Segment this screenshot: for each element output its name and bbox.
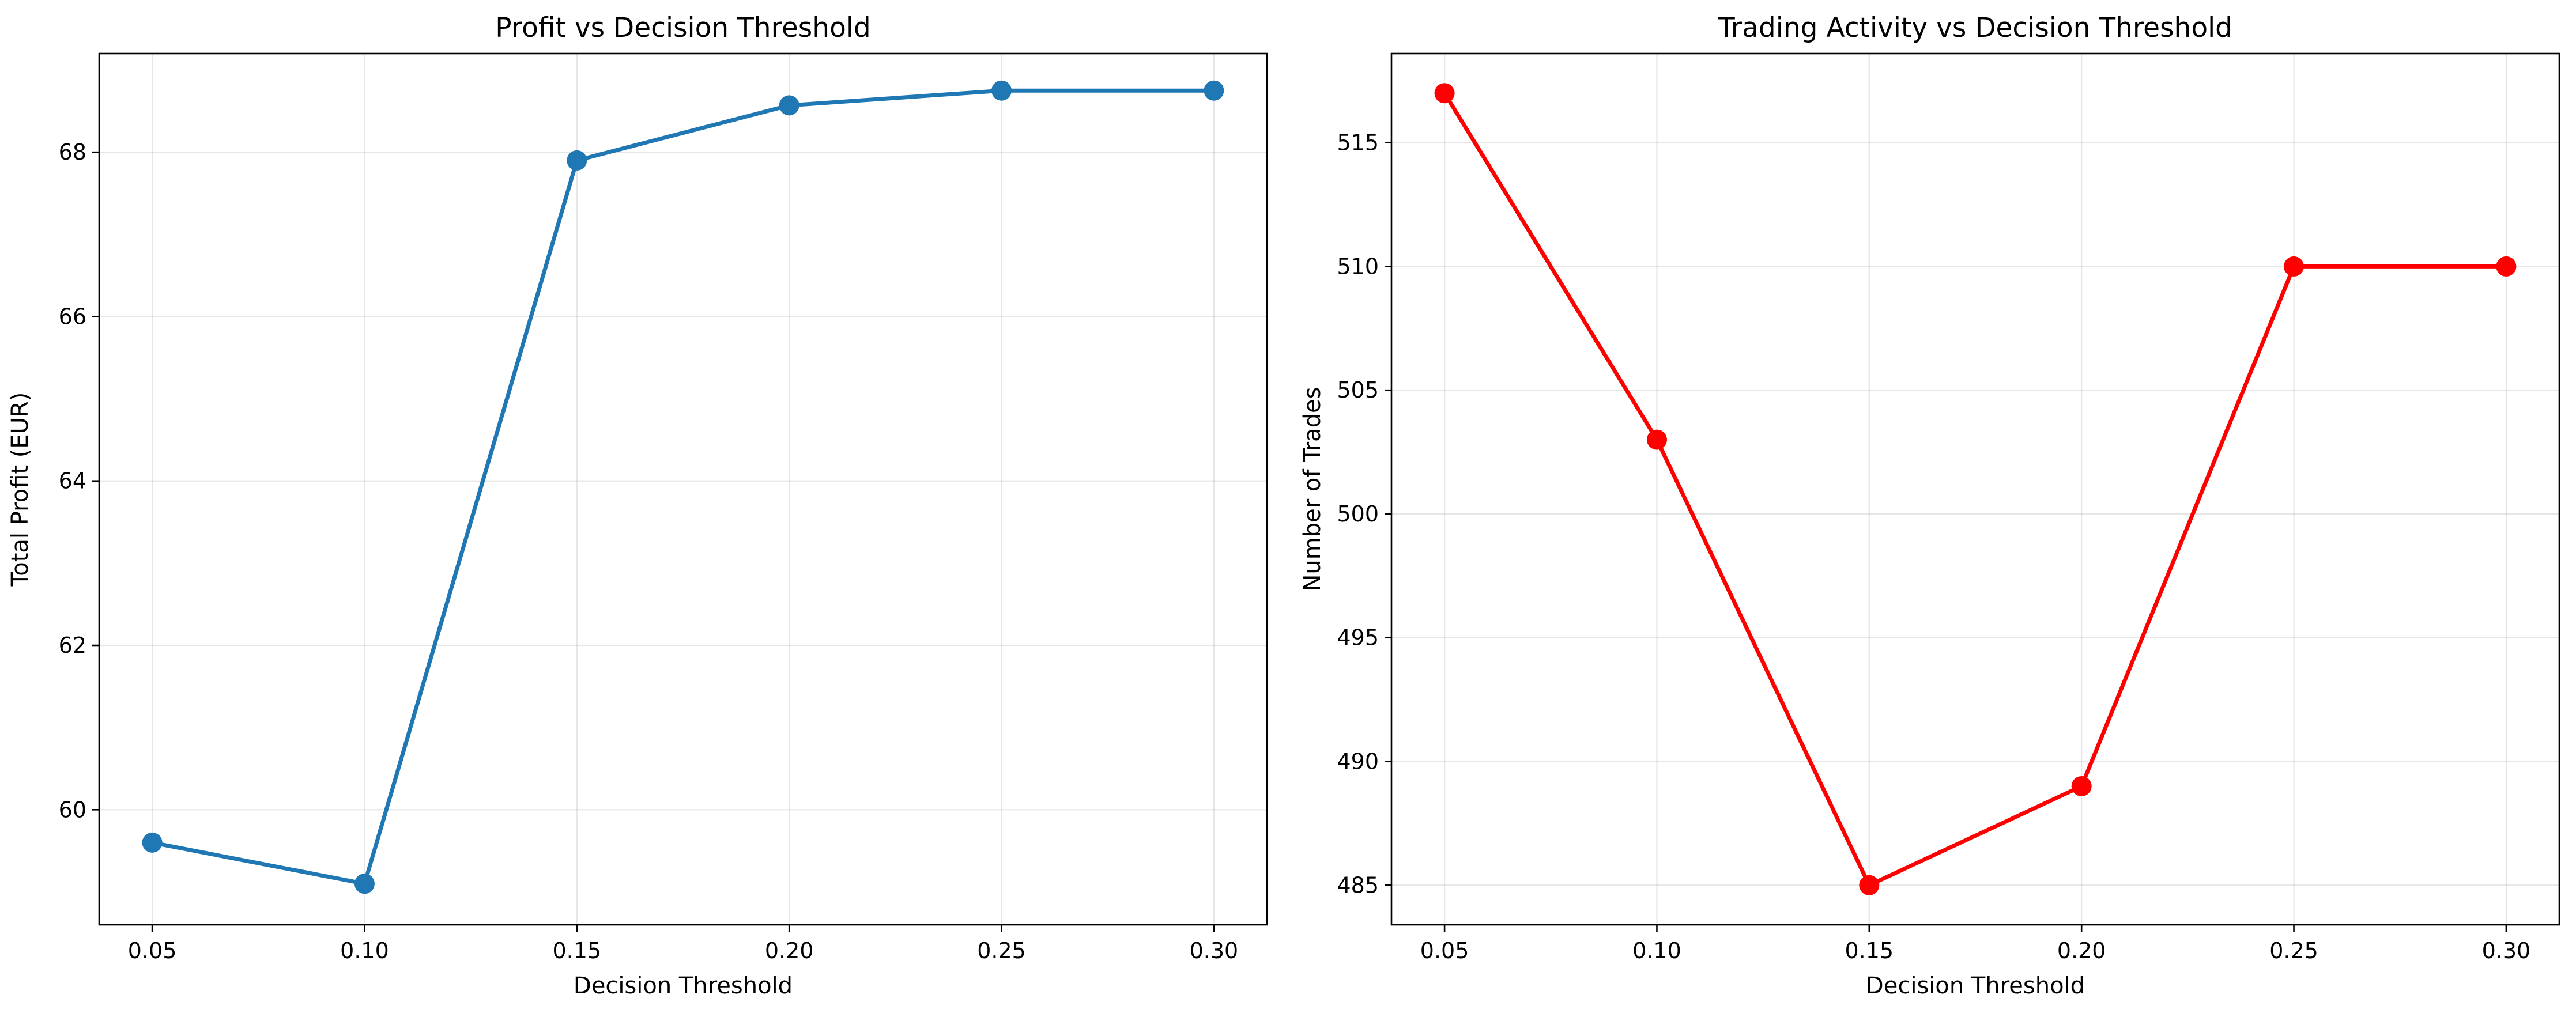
x-axis-label: Decision Threshold bbox=[1866, 973, 2085, 999]
x-tick-label: 0.30 bbox=[2482, 938, 2531, 963]
x-tick-label: 0.10 bbox=[1632, 938, 1681, 963]
x-tick-label: 0.05 bbox=[1420, 938, 1469, 963]
data-point bbox=[2071, 776, 2092, 796]
x-tick-label: 0.25 bbox=[977, 938, 1026, 963]
y-tick-label: 60 bbox=[59, 797, 86, 822]
plot-frame bbox=[1390, 52, 2560, 926]
chart-panel-2: 0.05 0.10 0.15 0.20 0.25 0.30 485 490 495 500 505 5… bbox=[1299, 12, 2560, 999]
y-tick-label: 490 bbox=[1337, 749, 1379, 774]
data-point bbox=[1646, 429, 1667, 450]
chart-panel-1: 0.05 0.10 0.15 0.20 0.25 0.30 60 62 64 66 68 Profit… bbox=[7, 12, 1268, 999]
y-tick-label: 485 bbox=[1337, 872, 1379, 898]
y-tick-label: 510 bbox=[1337, 254, 1379, 279]
x-tick-label: 0.05 bbox=[128, 938, 177, 963]
x-tick-label: 0.25 bbox=[2269, 938, 2318, 963]
series-line bbox=[1442, 91, 2509, 887]
data-point bbox=[567, 150, 587, 171]
data-point bbox=[142, 832, 163, 853]
data-point bbox=[1434, 83, 1455, 104]
y-tick-label: 62 bbox=[59, 633, 86, 658]
x-tick-label: 0.15 bbox=[553, 938, 602, 963]
y-tick-label: 64 bbox=[59, 468, 86, 494]
x-tick-label: 0.30 bbox=[1190, 938, 1239, 963]
y-tick-label: 515 bbox=[1337, 130, 1379, 156]
data-point bbox=[991, 80, 1012, 101]
chart-title: Trading Activity vs Decision Threshold bbox=[1718, 12, 2232, 44]
y-tick-label: 505 bbox=[1337, 377, 1379, 403]
x-tick-label: 0.15 bbox=[1845, 938, 1894, 963]
y-tick-label: 66 bbox=[59, 304, 86, 329]
x-axis-label: Decision Threshold bbox=[574, 973, 793, 999]
data-point bbox=[1859, 875, 1880, 895]
data-point bbox=[779, 95, 799, 116]
y-tick-label: 500 bbox=[1337, 501, 1379, 527]
chart-title: Profit vs Decision Threshold bbox=[495, 12, 870, 44]
series-line bbox=[150, 88, 1216, 886]
x-tick-label: 0.20 bbox=[765, 938, 814, 963]
x-tick-label: 0.20 bbox=[2057, 938, 2106, 963]
data-point bbox=[2496, 256, 2517, 277]
data-point bbox=[354, 874, 375, 894]
data-point bbox=[1204, 80, 1224, 101]
y-axis-label: Total Profit (EUR) bbox=[7, 392, 33, 587]
x-tick-label: 0.10 bbox=[340, 938, 389, 963]
y-tick-label: 495 bbox=[1337, 625, 1379, 651]
y-axis-label: Number of Trades bbox=[1299, 387, 1326, 591]
data-point bbox=[2284, 256, 2305, 277]
plot-frame bbox=[98, 52, 1268, 926]
y-tick-label: 68 bbox=[59, 139, 86, 165]
